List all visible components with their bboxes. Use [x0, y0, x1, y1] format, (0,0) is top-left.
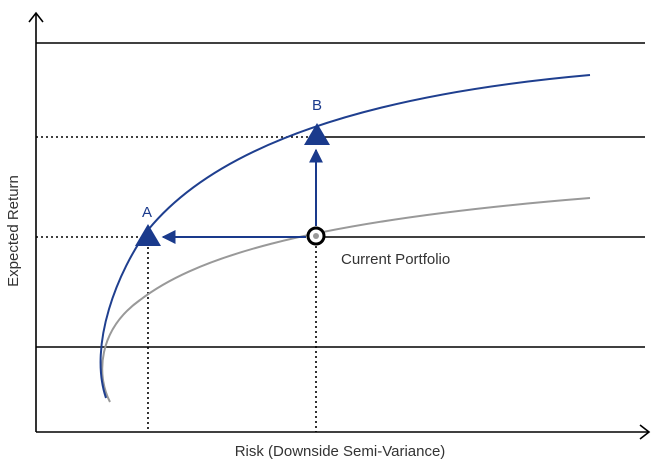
guide-lines — [36, 136, 317, 432]
efficient-frontier-curve — [99, 74, 591, 399]
x-axis-arrowhead — [639, 424, 651, 440]
point-a-label: A — [142, 204, 152, 221]
current-portfolio-label: Current Portfolio — [341, 251, 450, 268]
grid-lines — [36, 42, 645, 348]
point-a-marker — [135, 224, 161, 246]
axes — [28, 11, 651, 440]
current-portfolio-marker-core — [313, 233, 319, 239]
current-frontier-curve — [101, 197, 591, 403]
y-axis-arrowhead — [28, 11, 44, 23]
y-axis-label: Expected Return — [5, 175, 22, 287]
x-axis-label: Risk (Downside Semi-Variance) — [235, 443, 446, 460]
point-b-label: B — [312, 97, 322, 114]
point-b-marker — [304, 123, 330, 145]
